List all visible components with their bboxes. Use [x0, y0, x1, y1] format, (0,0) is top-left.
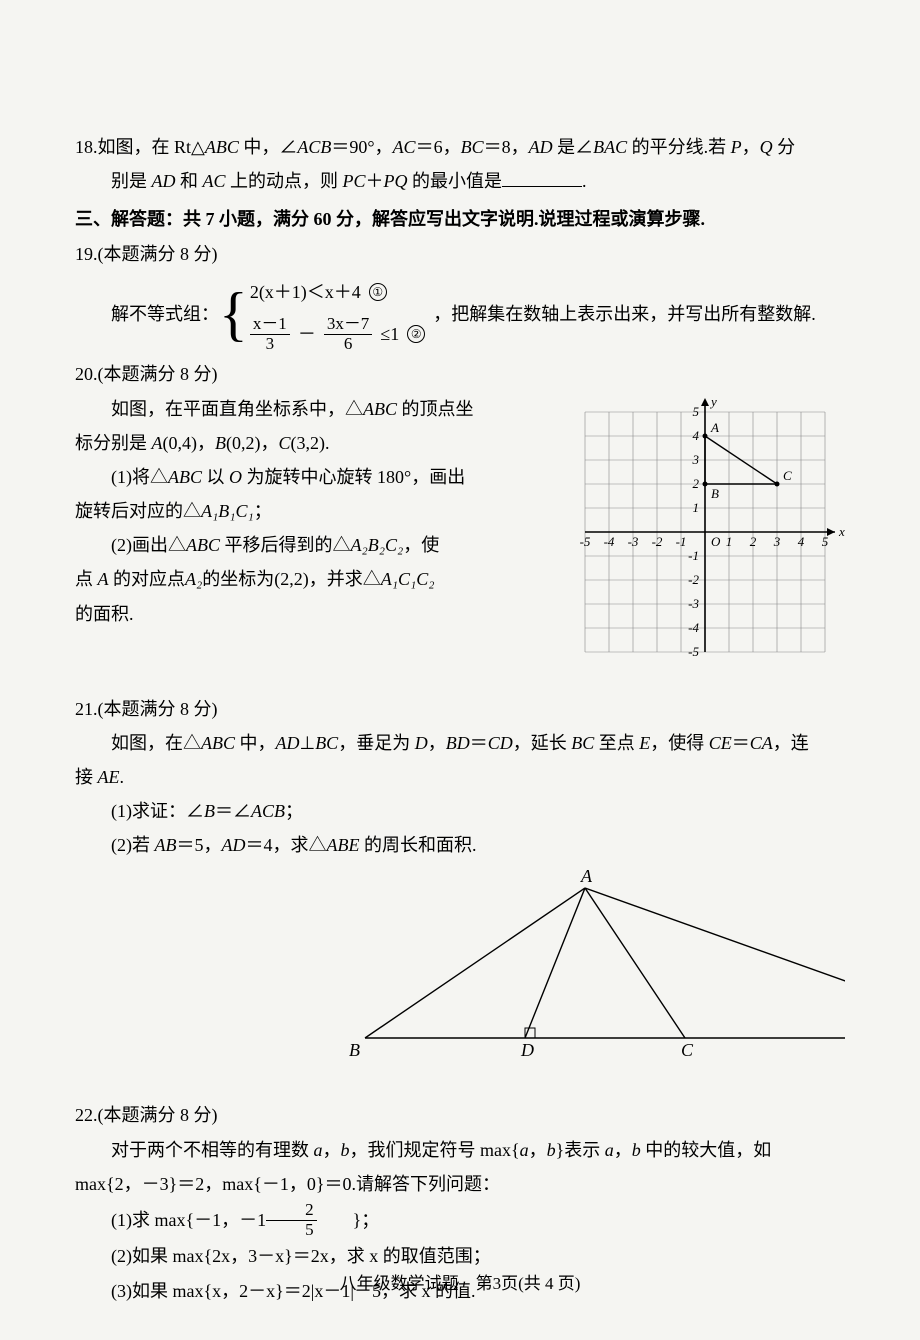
- q21: 21.(本题满分 8 分) 如图，在△ABC 中，AD⊥BC，垂足为 D，BD＝…: [75, 692, 845, 1069]
- svg-text:-3: -3: [628, 534, 639, 549]
- circle-1-icon: ①: [369, 283, 387, 301]
- svg-text:4: 4: [798, 534, 805, 549]
- svg-text:-4: -4: [604, 534, 615, 549]
- svg-text:5: 5: [693, 404, 700, 419]
- svg-text:C: C: [681, 1040, 694, 1060]
- svg-text:O: O: [711, 534, 721, 549]
- brace-icon: {: [219, 284, 248, 344]
- q19-ineq1: 2(x＋1)＜x＋4 ①: [250, 275, 425, 309]
- svg-text:A: A: [710, 420, 719, 435]
- circle-2-icon: ②: [407, 325, 425, 343]
- svg-text:-3: -3: [688, 596, 699, 611]
- q18: 18.如图，在 Rt△ABC 中，∠ACB＝90°，AC＝6，BC＝8，AD 是…: [75, 130, 845, 198]
- q19: 19.(本题满分 8 分) 解不等式组： { 2(x＋1)＜x＋4 ① x－13…: [75, 237, 845, 354]
- svg-text:C: C: [783, 468, 792, 483]
- svg-text:D: D: [520, 1040, 534, 1060]
- svg-text:-2: -2: [652, 534, 663, 549]
- svg-text:B: B: [349, 1040, 360, 1060]
- q20: 20.(本题满分 8 分) 如图，在平面直角坐标系中，△ABC 的顶点坐 标分别…: [75, 357, 845, 671]
- svg-text:A: A: [580, 868, 593, 886]
- svg-text:2: 2: [693, 476, 700, 491]
- svg-text:1: 1: [693, 500, 700, 515]
- svg-text:-1: -1: [688, 548, 699, 563]
- q18-blank: [502, 169, 582, 187]
- q21-num: 21.: [75, 699, 98, 719]
- q19-num: 19.: [75, 244, 98, 264]
- page-footer: 八年级数学试题 第3页(共 4 页): [0, 1268, 920, 1300]
- coordinate-grid-icon: -5 -4 -3 -2 -1 1 2 3 4 5 -5 -4 -3 -2 -1 1 2 3 4 5 Ox yA B C: [565, 392, 845, 672]
- svg-text:1: 1: [726, 534, 733, 549]
- q20-num: 20.: [75, 364, 98, 384]
- q19-ineq2: x－13 － 3x－76 ≤1 ②: [250, 315, 425, 353]
- frac: 3x－76: [324, 315, 373, 353]
- q19-system: 解不等式组： { 2(x＋1)＜x＋4 ① x－13 － 3x－76 ≤1 ② …: [111, 275, 845, 354]
- svg-text:y: y: [709, 394, 717, 409]
- q18-line2: 别是 AD 和 AC 上的动点，则 PC＋PQ 的最小值是.: [75, 164, 845, 198]
- q18-num: 18.: [75, 137, 98, 157]
- svg-text:x: x: [838, 524, 845, 539]
- svg-text:-1: -1: [676, 534, 687, 549]
- svg-text:3: 3: [692, 452, 700, 467]
- svg-text:3: 3: [773, 534, 781, 549]
- section-3-heading: 三、解答题：共 7 小题，满分 60 分，解答应写出文字说明.说理过程或演算步骤…: [75, 202, 845, 236]
- q20-grid: -5 -4 -3 -2 -1 1 2 3 4 5 -5 -4 -3 -2 -1 1 2 3 4 5 Ox yA B C: [565, 392, 845, 672]
- svg-text:-5: -5: [688, 644, 699, 659]
- svg-text:-5: -5: [580, 534, 591, 549]
- frac: 25: [266, 1201, 317, 1239]
- svg-text:B: B: [711, 486, 719, 501]
- q22-num: 22.: [75, 1105, 98, 1125]
- svg-text:-4: -4: [688, 620, 699, 635]
- triangle-figure-icon: ABDCE: [325, 868, 845, 1068]
- svg-text:5: 5: [822, 534, 829, 549]
- svg-text:2: 2: [750, 534, 757, 549]
- frac: x－13: [250, 315, 290, 353]
- svg-text:-2: -2: [688, 572, 699, 587]
- svg-text:4: 4: [693, 428, 700, 443]
